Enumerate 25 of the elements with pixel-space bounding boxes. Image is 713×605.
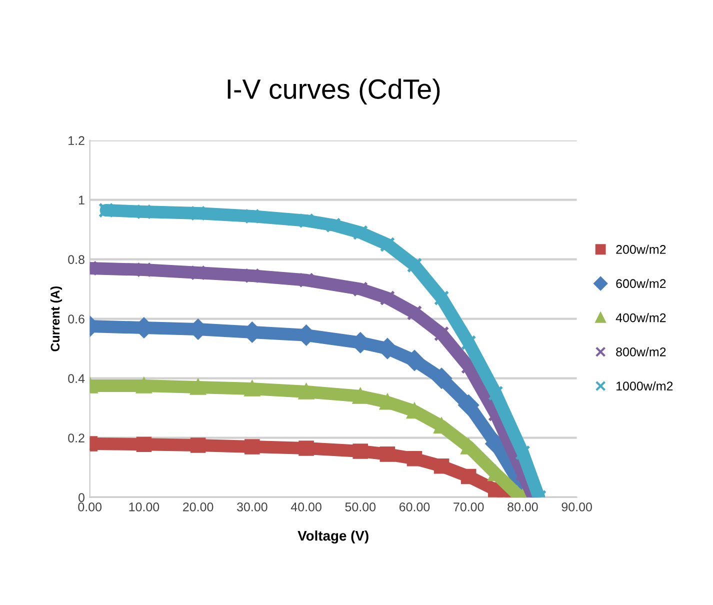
x-tick-label: 10.00 xyxy=(129,502,160,512)
x-tick-label: 30.00 xyxy=(237,502,268,512)
x-tick-label: 70.00 xyxy=(454,502,484,512)
x-tick-label: 20.00 xyxy=(183,502,214,512)
y-tick-label: 0.2 xyxy=(68,434,84,442)
legend-label: 200w/m2 xyxy=(616,244,666,254)
legend-label: 400w/m2 xyxy=(616,313,666,322)
y-tick-label: 0.8 xyxy=(68,255,84,264)
y-axis-title: Current (A) xyxy=(50,286,62,352)
chart-title: I-V curves (CdTe) xyxy=(228,78,440,104)
x-tick-label: 80.00 xyxy=(508,502,538,512)
x-tick-label: 50.00 xyxy=(345,502,376,512)
x-tick-label: 0.00 xyxy=(78,502,102,512)
y-tick-label: 0 xyxy=(78,493,84,502)
x-axis-title: Voltage (V) xyxy=(298,530,368,544)
x-tick-label: 90.00 xyxy=(562,502,592,512)
legend-label: 600w/m2 xyxy=(616,278,666,288)
y-tick-label: 0.4 xyxy=(68,374,85,383)
y-tick-label: 1 xyxy=(78,196,84,204)
legend-label: 800w/m2 xyxy=(616,347,666,356)
y-tick-label: 0.6 xyxy=(68,314,84,324)
x-tick-label: 60.00 xyxy=(399,502,430,512)
x-tick-label: 40.00 xyxy=(290,502,322,512)
legend-label: 1000w/m2 xyxy=(616,381,673,390)
y-tick-label: 1.2 xyxy=(68,136,84,145)
